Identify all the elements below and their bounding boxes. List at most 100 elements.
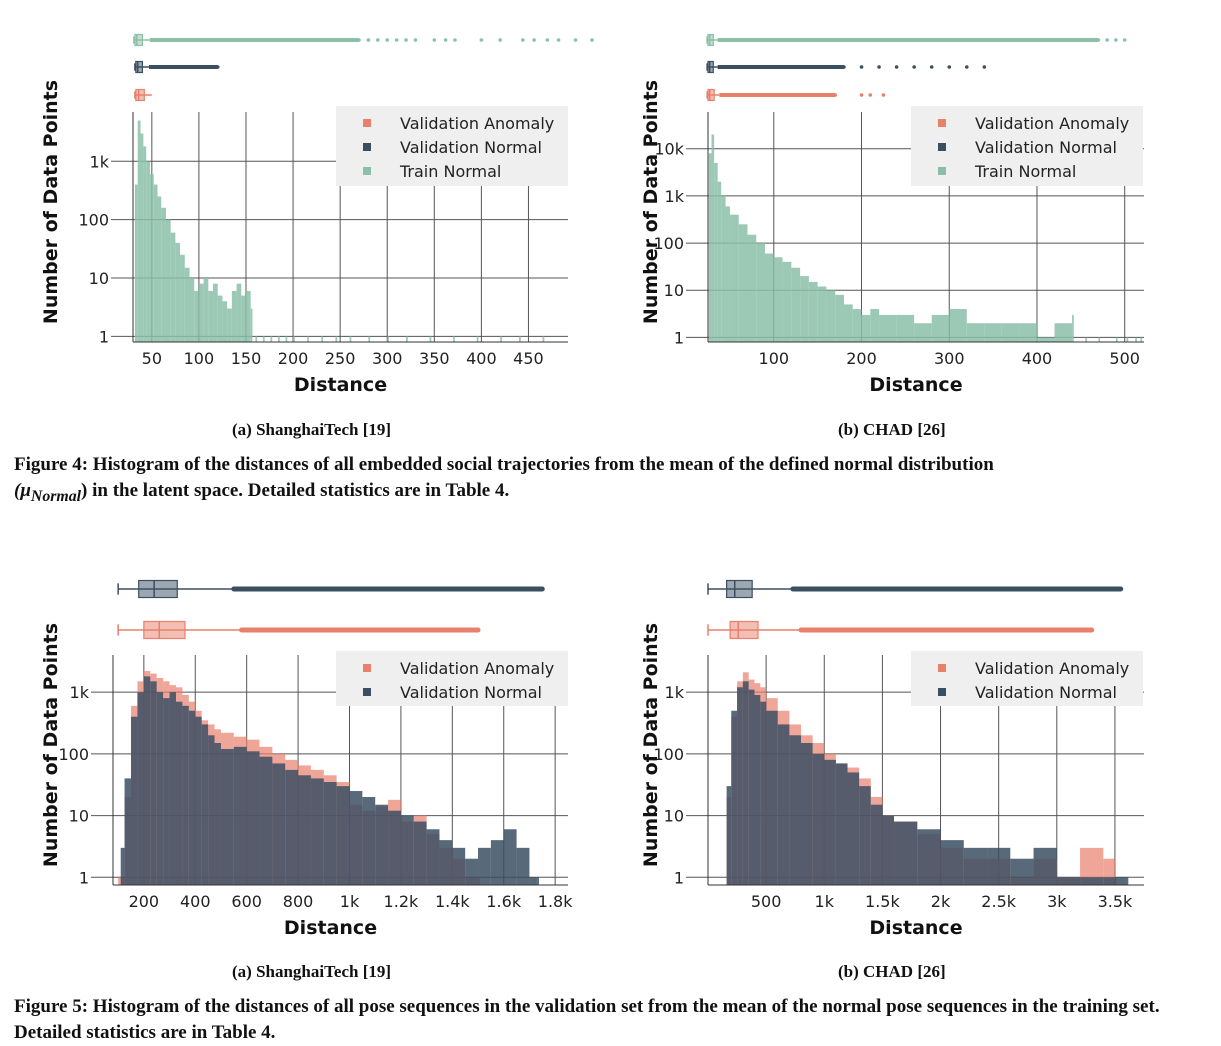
y-tick-label-4: 10k [654,140,684,159]
x-tick-label-1: 100 [184,349,215,368]
x-tick-label-1: 400 [180,892,211,911]
subcaption-fig5b: (b) CHAD [26] [838,962,946,981]
boxplot-outlier-0-17 [590,38,594,42]
legend-label-1: Validation Normal [400,683,542,702]
bar-0-1 [711,134,715,342]
bar-1-1 [731,710,738,885]
boxplot-outlier-1-5 [929,65,934,69]
bar-0-28 [966,323,985,342]
bar-1-37 [490,840,504,885]
bar-0-5 [149,174,154,342]
x-tick-label-4: 500 [1109,349,1140,368]
bar-1-1 [124,778,131,885]
bar-1-21 [963,847,988,885]
bar-1-8 [169,692,176,885]
x-tick-label-6: 350 [419,349,450,368]
bar-1-31 [413,821,427,885]
x-tick-label-3: 800 [283,892,314,911]
boxplot-outlier-2-3 [881,93,886,97]
bar-1-14 [453,336,455,342]
bar-0-4 [146,161,150,342]
y-tick-label-3: 1k [665,683,685,702]
legend-marker-0 [363,119,371,127]
bar-1-9 [349,336,352,342]
bar-0-17 [203,277,209,342]
boxplot-outlier-1-7 [964,65,969,69]
boxplot-outlier-1-2 [877,65,881,69]
bar-1-30 [400,815,414,885]
boxplot-outlier-0-14 [545,38,550,42]
boxplot-outlier-0-0 [1096,38,1101,42]
boxplot-outlier-0-9 [453,38,457,42]
boxplot-box-1 [135,60,144,74]
y-axis-label: Number of Data Points [40,80,62,324]
bar-0-27 [1103,858,1115,885]
x-axis-label: Distance [869,917,962,939]
bar-1-7 [321,336,324,342]
bar-1-4 [1135,337,1137,342]
y-tick-label-0: 1 [674,868,684,887]
boxplot-box-2 [135,88,145,102]
bar-0-13 [184,267,190,342]
bar-1-19 [259,756,273,885]
x-tick-label-7: 400 [466,349,497,368]
bar-0-4 [721,195,726,342]
bar-0-21 [861,314,871,342]
bar-0-12 [782,261,792,342]
bar-0-30 [1001,323,1020,342]
legend-marker-0 [938,119,946,127]
bar-1-3 [742,681,749,885]
y-axis-label: Number of Data Points [40,623,62,867]
bar-0-20 [852,309,862,342]
boxplot-0 [133,33,594,47]
bar-1-8 [335,336,338,342]
series-1 [1085,337,1143,342]
bar-1-3 [1126,337,1129,342]
bar-1-32 [426,829,440,885]
boxplot-outlier-0-4 [394,38,399,42]
boxplot-0 [707,579,1124,599]
bar-1-16 [870,804,883,885]
bar-0-34 [1072,314,1074,342]
x-tick-label-2: 300 [934,349,965,368]
bar-1-26 [1080,877,1104,885]
boxplot-outlier-0-15 [556,38,561,42]
legend-label-0: Validation Anomaly [975,114,1129,133]
legend-label-1: Validation Normal [975,138,1117,157]
bar-0-16 [198,283,204,342]
legend-label-1: Validation Normal [400,138,542,157]
bar-1-20 [272,763,286,885]
legend-marker-0 [938,664,946,672]
bar-0-27 [949,309,967,342]
x-tick-label-0: 50 [142,349,162,368]
bar-1-14 [847,772,860,885]
legend: Validation Anomaly Validation Normal [336,651,568,706]
bar-1-9 [789,735,802,885]
bar-0-33 [1054,323,1073,342]
bar-1-29 [1126,877,1129,885]
bar-1-19 [917,829,941,885]
bar-0-23 [879,314,897,342]
bar-1-17 [882,815,895,885]
bar-1-1 [262,336,265,342]
legend-marker-1 [938,143,946,151]
boxplot-box-1 [729,620,759,640]
legend-background [911,106,1143,186]
bar-1-25 [1056,877,1081,885]
x-tick-label-0: 100 [759,349,790,368]
bar-0-10 [765,253,774,342]
boxplot-box-1 [707,60,714,74]
boxplot-outlier-1-3 [894,65,899,69]
legend-label-0: Validation Anomaly [400,114,554,133]
bar-0-15 [194,290,199,342]
bar-1-36 [478,847,491,885]
chart-fig4b-chad: 100 200 300 400 500 1 10 100 1k 10k Distance Number… [640,33,1144,396]
bar-1-27 [1103,877,1115,885]
boxplot-outlier-0-13 [532,38,536,42]
subcaption-fig4a: (a) ShanghaiTech [19] [232,420,392,439]
bar-0-23 [231,290,237,342]
boxplot-box-1 [143,620,186,640]
boxplot-outlier-2-2 [868,93,873,97]
bar-0-9 [165,219,171,342]
